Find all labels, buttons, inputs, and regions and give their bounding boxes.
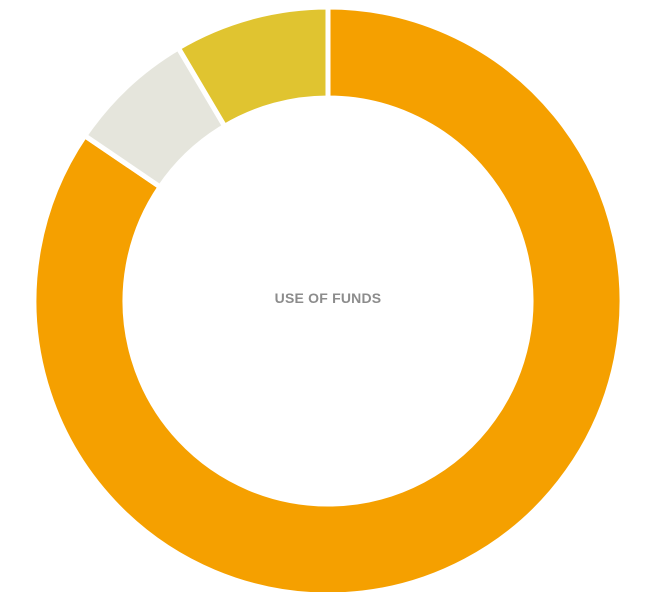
chart-center-label: USE OF FUNDS — [0, 290, 645, 306]
